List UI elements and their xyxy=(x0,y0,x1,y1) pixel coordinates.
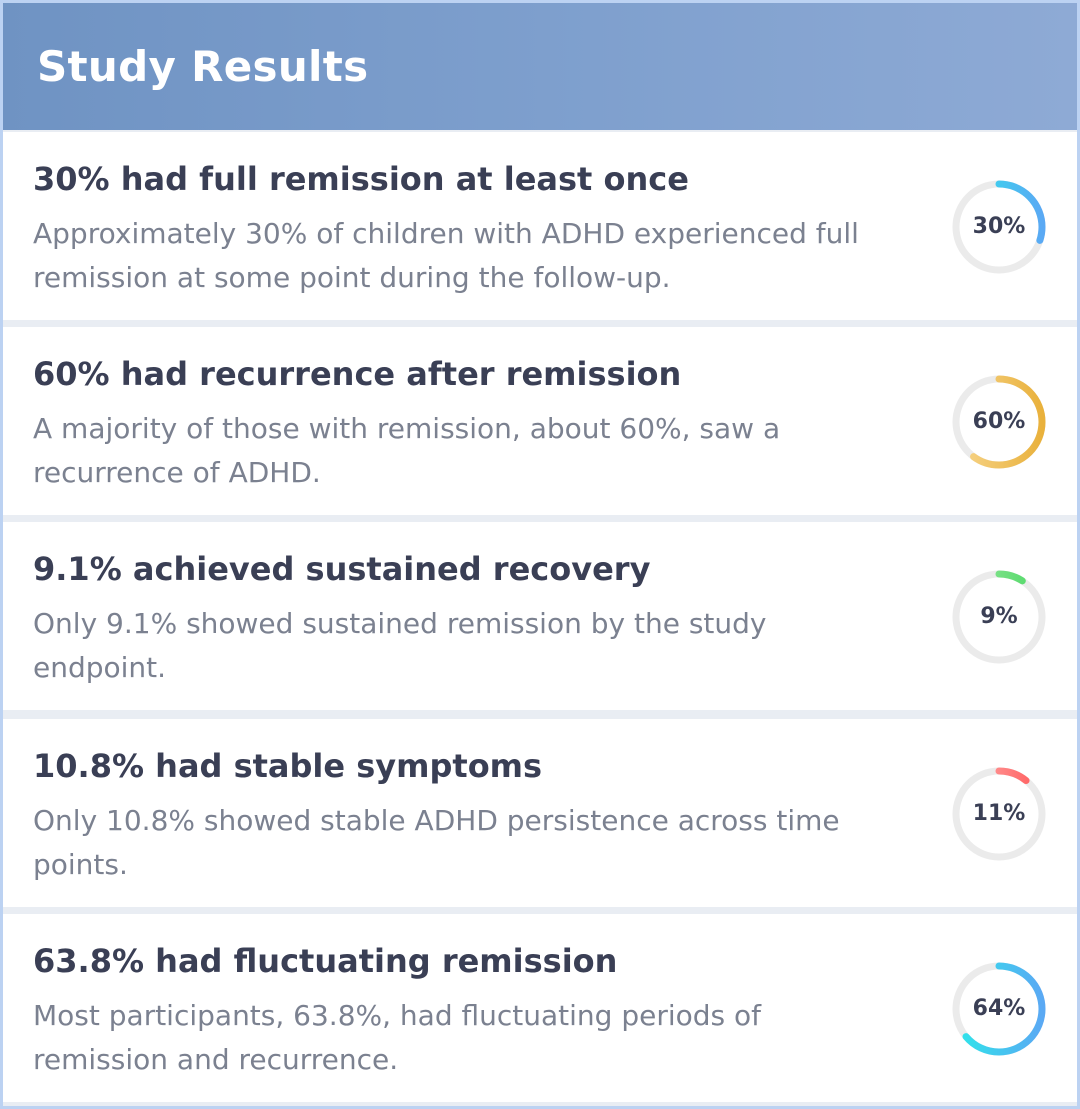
result-description: A majority of those with remission, abou… xyxy=(33,412,781,489)
progress-ring-arc xyxy=(952,180,1046,274)
progress-ring-graphic xyxy=(952,962,1046,1056)
result-title: 63.8% had fluctuating remission xyxy=(33,942,618,980)
result-description: Only 10.8% showed stable ADHD persistenc… xyxy=(33,804,840,881)
result-description: Approximately 30% of children with ADHD … xyxy=(33,217,859,294)
card-header: Study Results xyxy=(3,3,1077,130)
progress-ring-arc xyxy=(952,767,1046,861)
progress-ring-arc xyxy=(952,570,1046,664)
progress-ring-label: 11% xyxy=(972,801,1026,826)
progress-ring: 30% xyxy=(949,177,1049,277)
result-item: 63.8% had fluctuating remission Most par… xyxy=(3,914,1077,1102)
progress-ring-label: 64% xyxy=(972,996,1026,1021)
result-item: 30% had full remission at least once App… xyxy=(3,132,1077,320)
progress-ring-label: 60% xyxy=(972,409,1026,434)
result-title: 10.8% had stable symptoms xyxy=(33,747,543,785)
progress-ring: 64% xyxy=(949,959,1049,1059)
result-item: 10.8% had stable symptoms Only 10.8% sho… xyxy=(3,719,1077,907)
progress-ring-graphic xyxy=(952,767,1046,861)
progress-ring-label: 9% xyxy=(980,604,1018,629)
progress-ring: 60% xyxy=(949,372,1049,472)
progress-ring-graphic xyxy=(952,570,1046,664)
progress-ring: 11% xyxy=(949,764,1049,864)
result-title: 60% had recurrence after remission xyxy=(33,355,682,393)
progress-ring-arc xyxy=(952,375,1046,469)
progress-ring-label: 30% xyxy=(972,214,1026,239)
result-description: Most participants, 63.8%, had fluctuatin… xyxy=(33,999,762,1076)
card-title: Study Results xyxy=(37,42,369,91)
progress-ring-graphic xyxy=(952,375,1046,469)
progress-ring-arc xyxy=(952,962,1046,1056)
progress-ring-graphic xyxy=(952,180,1046,274)
result-item: 9.1% achieved sustained recovery Only 9.… xyxy=(3,522,1077,710)
study-results-card: Study Results 30% had full remission at … xyxy=(3,3,1077,1106)
result-title: 30% had full remission at least once xyxy=(33,160,689,198)
progress-ring: 9% xyxy=(949,567,1049,667)
result-description: Only 9.1% showed sustained remission by … xyxy=(33,607,767,684)
result-item: 60% had recurrence after remission A maj… xyxy=(3,327,1077,515)
result-title: 9.1% achieved sustained recovery xyxy=(33,550,651,588)
